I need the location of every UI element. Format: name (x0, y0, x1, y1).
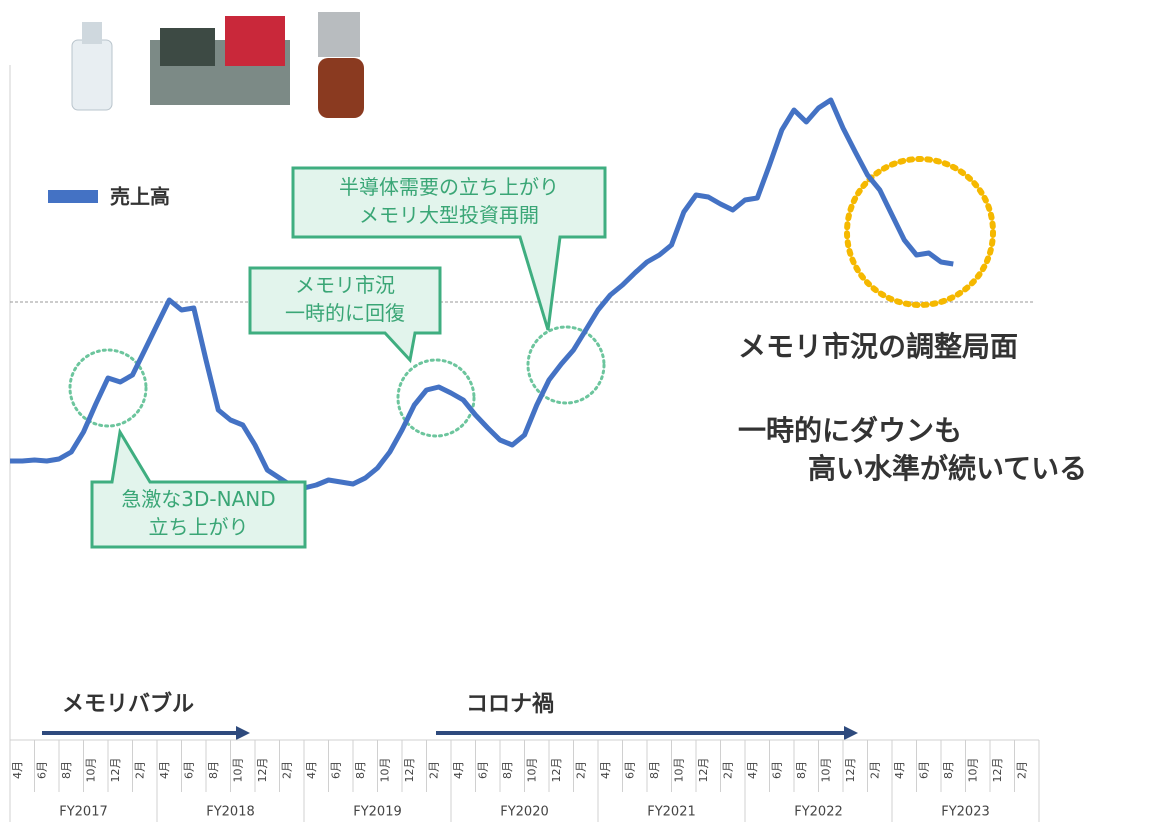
fy-label: FY2020 (500, 805, 549, 820)
period-arrowhead (236, 726, 250, 740)
x-tick-label: 10月 (673, 758, 686, 783)
x-tick-label: 8月 (207, 761, 220, 779)
x-tick-label: 6月 (330, 761, 343, 779)
fy-label: FY2023 (941, 805, 990, 820)
x-tick-label: 4月 (158, 761, 171, 779)
x-tick-label: 8月 (648, 761, 661, 779)
x-tick-label: 4月 (452, 761, 465, 779)
x-tick-label: 8月 (501, 761, 514, 779)
comment-text: メモリ市況の調整局面 (738, 330, 1018, 363)
x-tick-label: 10月 (967, 758, 980, 783)
fy-label: FY2019 (353, 805, 402, 820)
x-tick-label: 6月 (36, 761, 49, 779)
x-tick-label: 10月 (85, 758, 98, 783)
annotation-text: メモリ大型投資再開 (359, 203, 539, 227)
x-tick-label: 12月 (403, 758, 416, 783)
highlight-circle (847, 159, 993, 305)
period-label: メモリバブル (62, 691, 194, 717)
x-tick-label: 8月 (942, 761, 955, 779)
x-tick-label: 2月 (575, 761, 588, 779)
x-tick-label: 6月 (918, 761, 931, 779)
annotation-text: 半導体需要の立ち上がり (339, 175, 559, 199)
x-tick-label: 8月 (354, 761, 367, 779)
fy-label: FY2017 (59, 805, 108, 820)
x-tick-label: 12月 (256, 758, 269, 783)
annotation-text: 一時的に回復 (285, 301, 405, 325)
x-tick-label: 4月 (599, 761, 612, 779)
annotation-text: 立ち上がり (149, 515, 249, 539)
product-images (72, 12, 364, 118)
x-tick-label: 4月 (305, 761, 318, 779)
x-tick-label: 12月 (844, 758, 857, 783)
fy-label: FY2018 (206, 805, 255, 820)
x-tick-label: 6月 (477, 761, 490, 779)
chart: 売上高急激な3D-NAND 立ち上がり メモリ市況一時的に回復 半導体需要の立ち上がり… (0, 0, 1159, 822)
comment-text: 一時的にダウンも (738, 414, 962, 447)
fy-label: FY2021 (647, 805, 696, 820)
x-tick-label: 2月 (281, 761, 294, 779)
fy-label: FY2022 (794, 805, 843, 820)
legend-swatch (48, 190, 98, 203)
x-tick-label: 10月 (526, 758, 539, 783)
period-arrowhead (844, 726, 858, 740)
x-tick-label: 6月 (624, 761, 637, 779)
period-label: コロナ禍 (466, 692, 554, 717)
legend-label: 売上高 (110, 185, 170, 209)
highlight-circle (528, 327, 604, 403)
x-tick-label: 4月 (893, 761, 906, 779)
x-tick-label: 6月 (771, 761, 784, 779)
x-tick-label: 2月 (134, 761, 147, 779)
comment-text: 高い水準が続いている (808, 452, 1087, 485)
x-tick-label: 10月 (820, 758, 833, 783)
x-tick-label: 12月 (991, 758, 1004, 783)
annotation-text: メモリ市況 (295, 273, 395, 297)
x-tick-label: 8月 (795, 761, 808, 779)
x-tick-label: 12月 (109, 758, 122, 783)
x-tick-label: 4月 (746, 761, 759, 779)
annotation-text: 急激な3D-NAND (121, 487, 275, 511)
x-tick-label: 12月 (697, 758, 710, 783)
x-tick-label: 2月 (428, 761, 441, 779)
x-tick-label: 2月 (1016, 761, 1029, 779)
x-tick-label: 2月 (869, 761, 882, 779)
x-tick-label: 10月 (232, 758, 245, 783)
x-tick-label: 12月 (550, 758, 563, 783)
x-tick-label: 2月 (722, 761, 735, 779)
x-tick-label: 10月 (379, 758, 392, 783)
x-tick-label: 6月 (183, 761, 196, 779)
x-tick-label: 8月 (60, 761, 73, 779)
highlight-circle (70, 350, 146, 426)
x-tick-label: 4月 (11, 761, 24, 779)
